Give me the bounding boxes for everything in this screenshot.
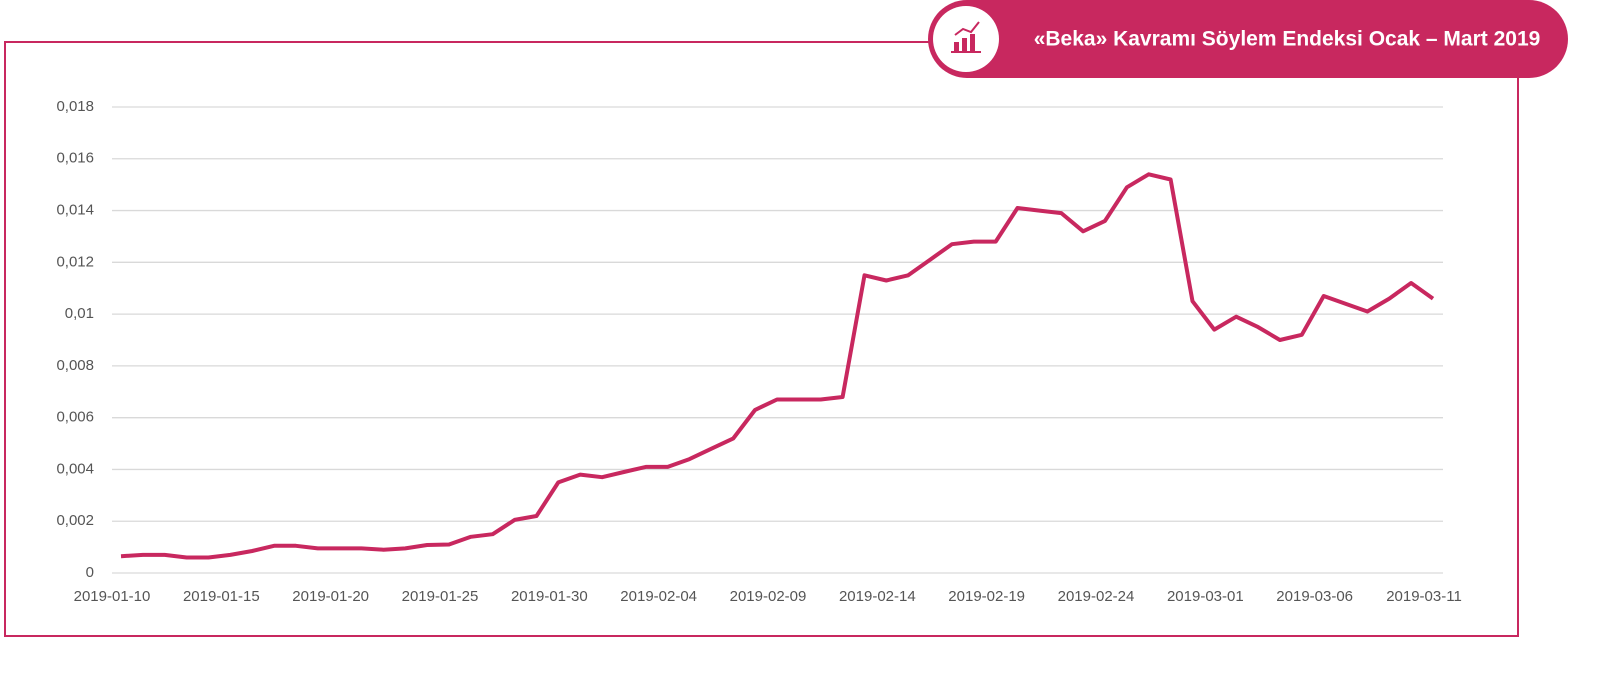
x-tick-label: 2019-01-20 — [292, 588, 369, 605]
x-tick-label: 2019-01-15 — [183, 588, 260, 605]
frame — [4, 41, 1519, 637]
x-tick-label: 2019-02-04 — [620, 588, 697, 605]
y-tick-label: 0,004 — [56, 460, 94, 477]
y-tick-label: 0,016 — [56, 150, 94, 167]
x-tick-label: 2019-02-14 — [839, 588, 916, 605]
x-tick-label: 2019-01-30 — [511, 588, 588, 605]
y-tick-label: 0,014 — [56, 202, 94, 219]
x-tick-label: 2019-01-10 — [74, 588, 151, 605]
chart-title: «Beka» Kavramı Söylem Endeksi Ocak – Mar… — [1034, 28, 1541, 51]
y-tick-label: 0,008 — [56, 357, 94, 374]
y-tick-label: 0,018 — [56, 98, 94, 115]
y-tick-label: 0 — [86, 564, 94, 581]
y-tick-label: 0,002 — [56, 512, 94, 529]
x-tick-label: 2019-03-01 — [1167, 588, 1244, 605]
x-tick-label: 2019-02-09 — [730, 588, 807, 605]
x-tick-label: 2019-02-24 — [1058, 588, 1135, 605]
y-tick-label: 0,012 — [56, 253, 94, 270]
x-tick-label: 2019-03-11 — [1386, 588, 1462, 605]
x-tick-label: 2019-02-19 — [948, 588, 1025, 605]
chart-icon — [951, 21, 981, 53]
y-tick-label: 0,01 — [65, 305, 94, 322]
y-tick-label: 0,006 — [56, 409, 94, 426]
x-tick-label: 2019-03-06 — [1276, 588, 1353, 605]
header-pill — [928, 0, 1568, 78]
line — [120, 172, 1435, 560]
x-tick-label: 2019-01-25 — [402, 588, 479, 605]
